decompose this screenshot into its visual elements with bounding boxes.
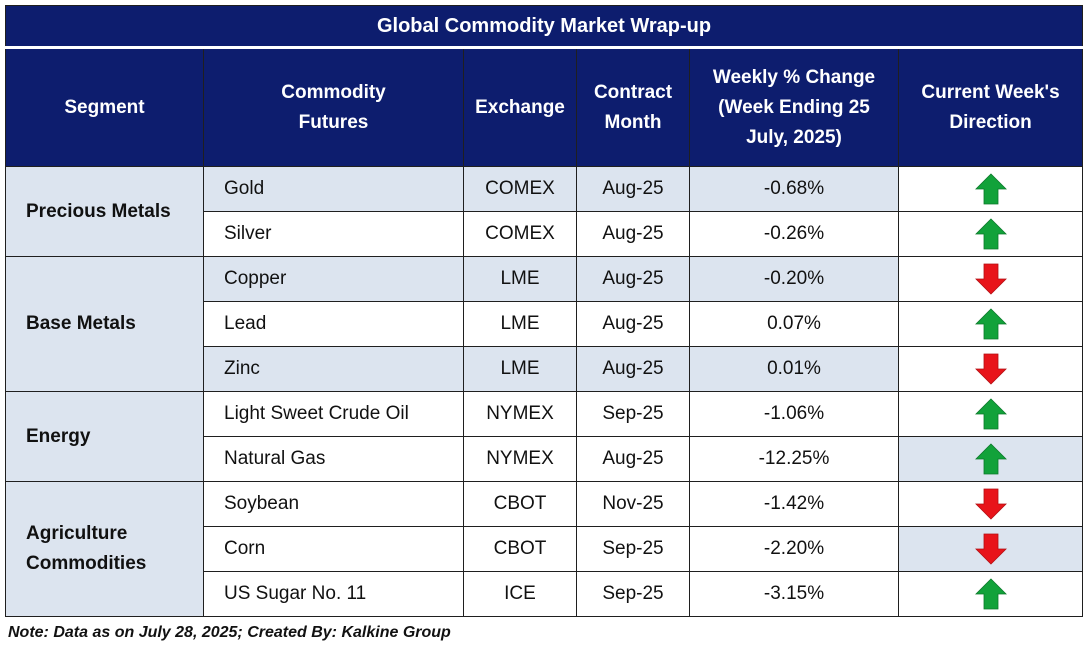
commodity-name: Corn — [203, 526, 464, 572]
exchange-cell: COMEX — [463, 211, 577, 257]
weekly-change-cell: -1.06% — [689, 391, 899, 437]
weekly-change-cell: -0.26% — [689, 211, 899, 257]
direction-cell — [897, 436, 1084, 482]
down-arrow-icon — [974, 263, 1007, 295]
contract-month-cell: Sep-25 — [576, 571, 690, 617]
commodity-name: Natural Gas — [203, 436, 464, 482]
up-arrow-icon — [974, 308, 1007, 340]
commodity-name: Silver — [203, 211, 464, 257]
commodity-name: Soybean — [203, 481, 464, 527]
table-row: Precious Metals Gold COMEX Aug-25 -0.68% — [5, 166, 1084, 257]
direction-cell — [897, 166, 1084, 212]
contract-month-cell: Nov-25 — [576, 481, 690, 527]
segment-precious-metals: Precious Metals — [5, 166, 204, 257]
table-row: Natural Gas NYMEX Aug-25 -12.25% — [6, 436, 1084, 482]
up-arrow-icon — [974, 443, 1007, 475]
segment-base-metals: Base Metals — [5, 256, 204, 392]
contract-month-cell: Aug-25 — [576, 346, 690, 392]
weekly-change-cell: -12.25% — [689, 436, 899, 482]
header-weekly-change: Weekly % Change (Week Ending 25 July, 20… — [689, 46, 899, 167]
contract-month-cell: Aug-25 — [576, 211, 690, 257]
weekly-change-cell: 0.07% — [689, 301, 899, 347]
table-row: US Sugar No. 11 ICE Sep-25 -3.15% — [6, 571, 1084, 617]
header-direction: Current Week's Direction — [897, 46, 1084, 167]
contract-month-cell: Sep-25 — [576, 391, 690, 437]
footnote: Note: Data as on July 28, 2025; Created … — [8, 624, 451, 641]
segment-energy: Energy — [5, 391, 204, 482]
table-row: Zinc LME Aug-25 0.01% — [6, 346, 1084, 392]
weekly-change-cell: 0.01% — [689, 346, 899, 392]
table-title: Global Commodity Market Wrap-up — [4, 5, 1084, 48]
table-row: Energy Light Sweet Crude Oil NYMEX Sep-2… — [5, 391, 1084, 482]
exchange-cell: CBOT — [463, 526, 577, 572]
direction-cell — [897, 526, 1084, 572]
up-arrow-icon — [974, 578, 1007, 610]
up-arrow-icon — [974, 173, 1007, 205]
direction-cell — [897, 481, 1084, 527]
header-exchange: Exchange — [463, 46, 577, 167]
direction-cell — [897, 571, 1084, 617]
segment-agriculture: Agriculture Commodities — [5, 481, 204, 617]
commodity-table-container: Global Commodity Market Wrap-up Segment … — [4, 5, 1084, 617]
table-row: Lead LME Aug-25 0.07% — [6, 301, 1084, 347]
commodity-name: Lead — [203, 301, 464, 347]
exchange-cell: LME — [463, 256, 577, 302]
up-arrow-icon — [974, 218, 1007, 250]
contract-month-cell: Aug-25 — [576, 256, 690, 302]
header-contract-month: Contract Month — [576, 46, 690, 167]
commodity-name: Light Sweet Crude Oil — [203, 391, 464, 437]
exchange-cell: LME — [463, 301, 577, 347]
direction-cell — [897, 346, 1084, 392]
commodity-name: Zinc — [203, 346, 464, 392]
exchange-cell: ICE — [463, 571, 577, 617]
exchange-cell: NYMEX — [463, 391, 577, 437]
down-arrow-icon — [974, 533, 1007, 565]
contract-month-cell: Aug-25 — [576, 301, 690, 347]
weekly-change-cell: -2.20% — [689, 526, 899, 572]
header-commodity: Commodity Futures — [203, 46, 464, 167]
header-segment: Segment — [5, 46, 204, 167]
contract-month-cell: Aug-25 — [576, 166, 690, 212]
weekly-change-cell: -0.68% — [689, 166, 899, 212]
contract-month-cell: Aug-25 — [576, 436, 690, 482]
commodity-name: US Sugar No. 11 — [203, 571, 464, 617]
direction-cell — [897, 256, 1084, 302]
table-row: Agriculture Commodities Soybean CBOT Nov… — [5, 481, 1084, 617]
table-row: Corn CBOT Sep-25 -2.20% — [6, 526, 1084, 572]
table-row: Base Metals Copper LME Aug-25 -0.20% — [5, 256, 1084, 392]
commodity-name: Copper — [203, 256, 464, 302]
contract-month-cell: Sep-25 — [576, 526, 690, 572]
direction-cell — [897, 391, 1084, 437]
exchange-cell: COMEX — [463, 166, 577, 212]
exchange-cell: NYMEX — [463, 436, 577, 482]
direction-cell — [897, 211, 1084, 257]
direction-cell — [897, 301, 1084, 347]
exchange-cell: LME — [463, 346, 577, 392]
table-row: Silver COMEX Aug-25 -0.26% — [6, 211, 1084, 257]
weekly-change-cell: -0.20% — [689, 256, 899, 302]
down-arrow-icon — [974, 353, 1007, 385]
up-arrow-icon — [974, 398, 1007, 430]
weekly-change-cell: -1.42% — [689, 481, 899, 527]
weekly-change-cell: -3.15% — [689, 571, 899, 617]
down-arrow-icon — [974, 488, 1007, 520]
commodity-name: Gold — [203, 166, 464, 212]
commodity-table: Global Commodity Market Wrap-up Segment … — [4, 5, 1084, 617]
exchange-cell: CBOT — [463, 481, 577, 527]
